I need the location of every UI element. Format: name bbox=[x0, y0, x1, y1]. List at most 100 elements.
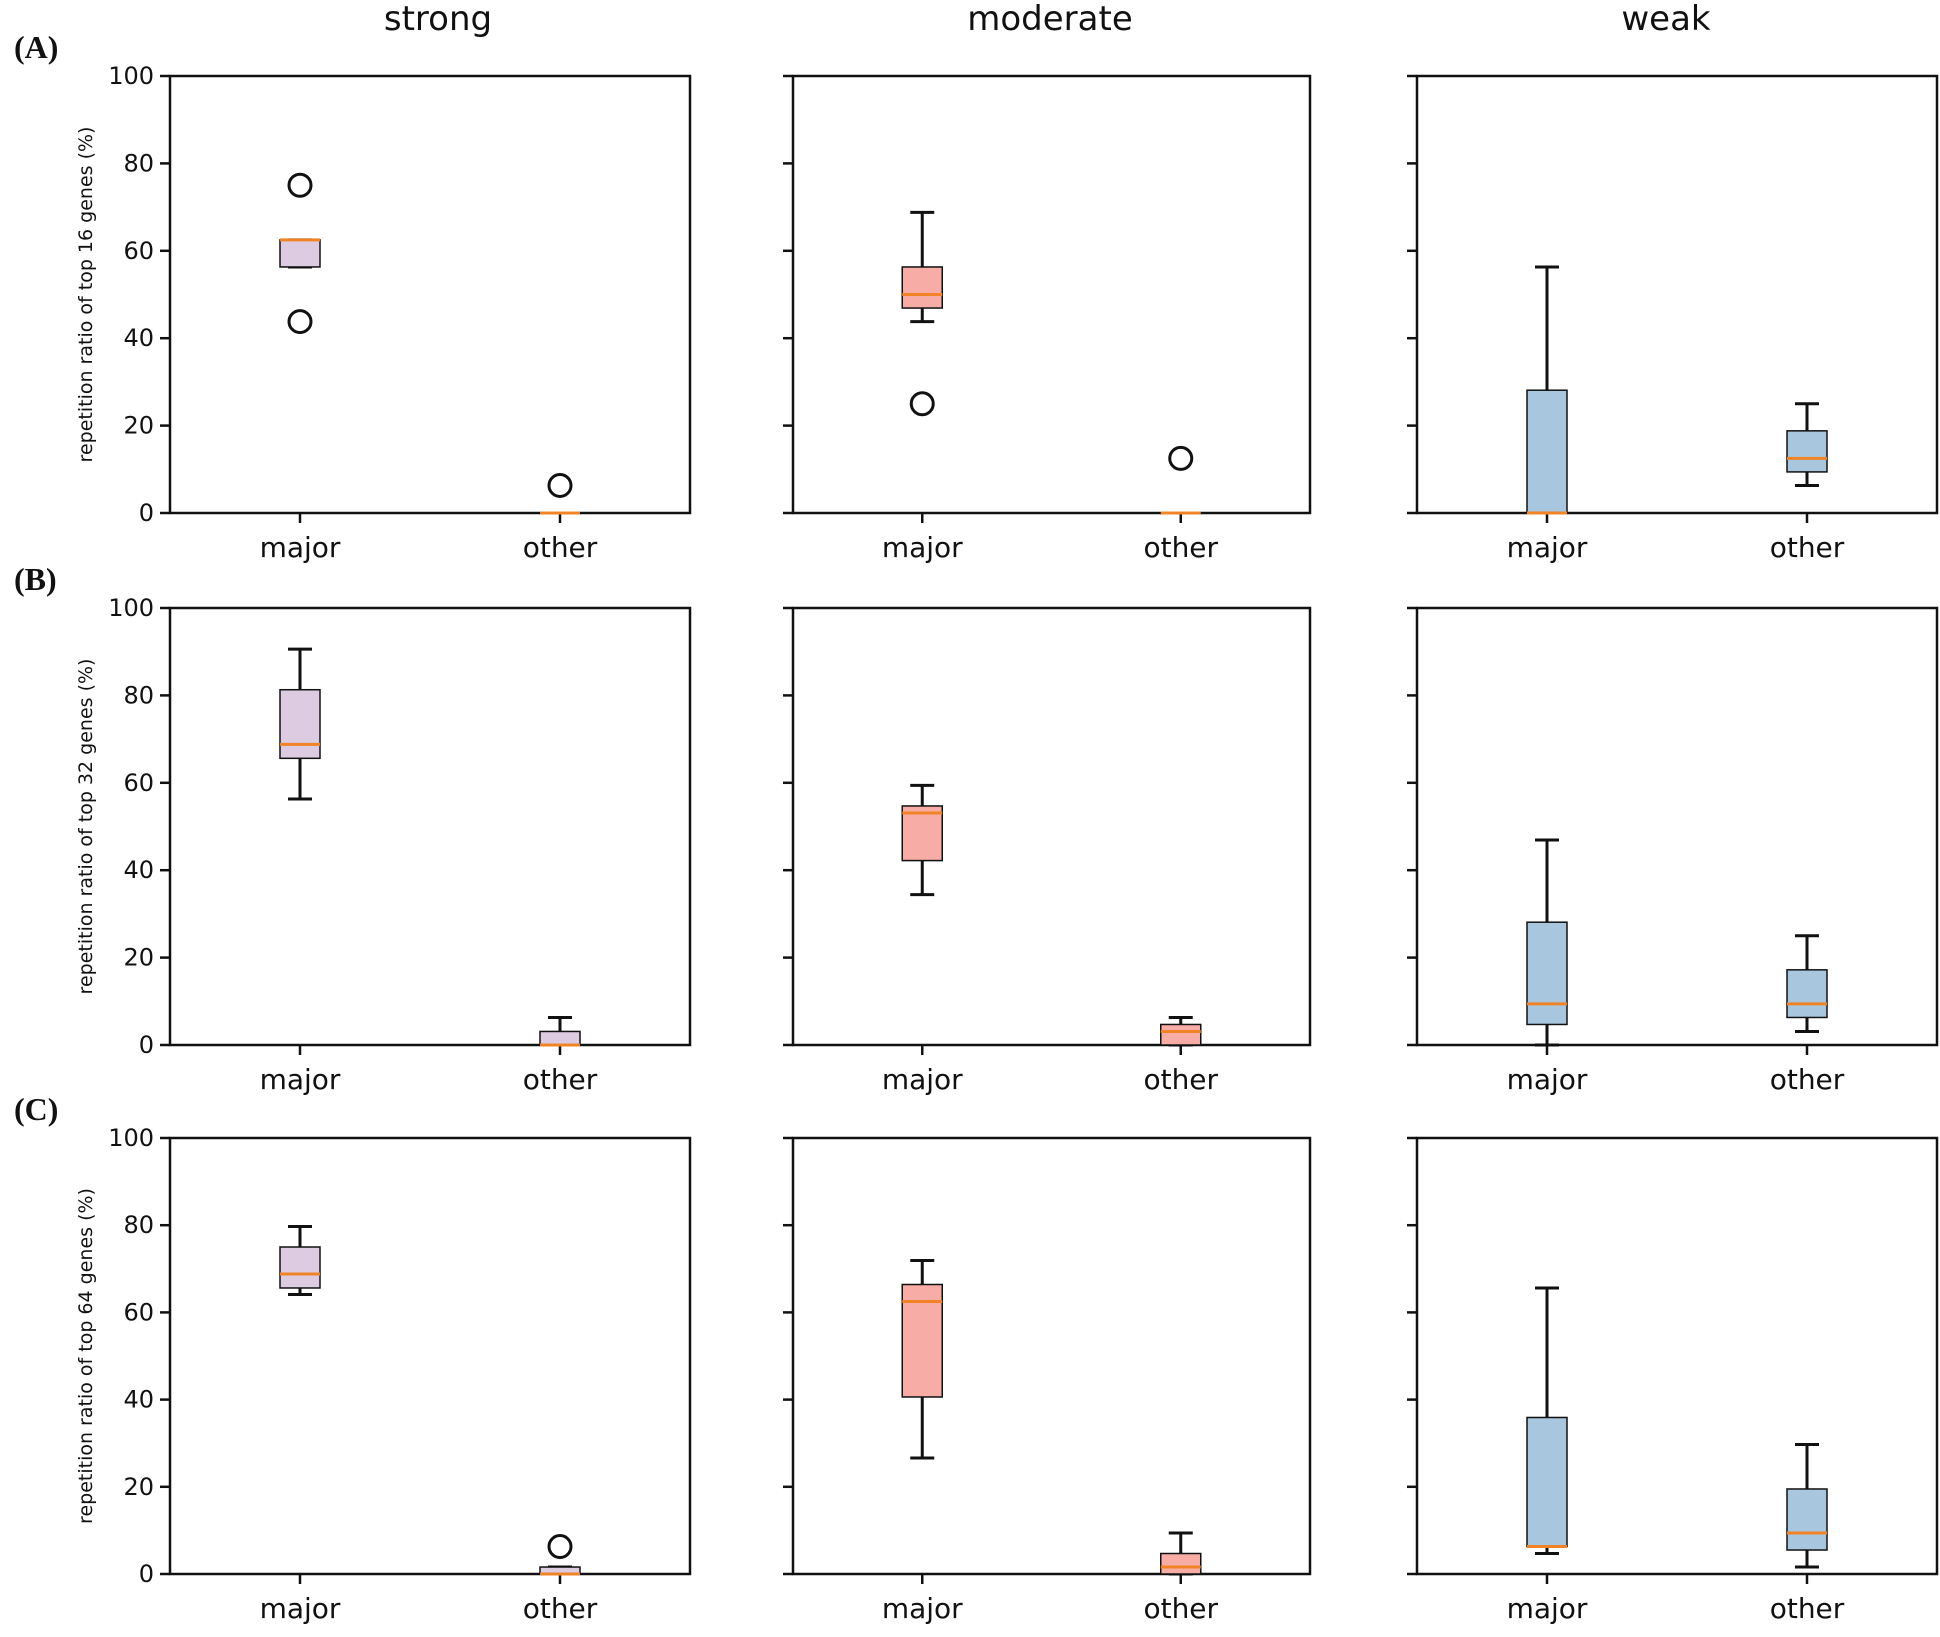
axes-frame bbox=[1415, 606, 1939, 1047]
outlier-point bbox=[287, 172, 313, 198]
box-major bbox=[901, 1259, 943, 1460]
y-tick-label: 80 bbox=[123, 1211, 154, 1239]
row-label-0: (A) bbox=[14, 29, 58, 65]
y-tick-label: 20 bbox=[123, 944, 154, 972]
y-tick-label: 60 bbox=[123, 237, 154, 265]
box-other bbox=[1160, 445, 1202, 515]
outlier-point bbox=[1168, 445, 1194, 471]
iqr-box bbox=[539, 1030, 581, 1046]
iqr-box bbox=[901, 805, 943, 862]
panel-moderate-row-2: major other bbox=[783, 1136, 1312, 1625]
outlier-point bbox=[547, 472, 573, 498]
box-major bbox=[1526, 838, 1568, 1047]
box-other bbox=[1786, 402, 1828, 487]
y-tick-label: 80 bbox=[123, 149, 154, 177]
box-major bbox=[1526, 1286, 1568, 1556]
x-tick-label-other: other bbox=[1770, 531, 1845, 564]
outlier-point bbox=[547, 1534, 573, 1560]
x-tick-label-other: other bbox=[1143, 1592, 1218, 1625]
iqr-box bbox=[1160, 1023, 1202, 1046]
y-tick-label: 20 bbox=[123, 412, 154, 440]
iqr-box bbox=[1526, 1416, 1568, 1548]
iqr-box bbox=[1526, 389, 1568, 514]
box-major bbox=[279, 647, 321, 801]
outlier-point bbox=[287, 309, 313, 335]
box-major bbox=[279, 172, 321, 335]
y-axis-label-1: repetition ratio of top 32 genes (%) bbox=[75, 659, 97, 995]
x-tick-label-major: major bbox=[260, 1063, 341, 1096]
iqr-box bbox=[1526, 921, 1568, 1026]
axes-frame bbox=[791, 74, 1312, 515]
panel-weak-row-1: major other bbox=[1407, 606, 1939, 1096]
x-tick-label-other: other bbox=[523, 1063, 598, 1096]
x-tick-label-major: major bbox=[260, 1592, 341, 1625]
box-other bbox=[1786, 934, 1828, 1033]
box-other bbox=[539, 1534, 581, 1576]
box-other bbox=[539, 1015, 581, 1047]
x-tick-label-other: other bbox=[1143, 531, 1218, 564]
x-tick-label-major: major bbox=[882, 1592, 963, 1625]
y-axis-label-2: repetition ratio of top 64 genes (%) bbox=[75, 1188, 97, 1524]
x-tick-label-major: major bbox=[882, 531, 963, 564]
y-tick-label: 100 bbox=[108, 62, 154, 90]
panel-strong-row-0: 0 20 40 60 80 100 major other bbox=[108, 62, 692, 564]
panel-moderate-row-1: major other bbox=[783, 606, 1312, 1096]
y-tick-label: 20 bbox=[123, 1473, 154, 1501]
x-tick-label-major: major bbox=[1507, 1592, 1588, 1625]
x-tick-label-major: major bbox=[882, 1063, 963, 1096]
iqr-box bbox=[1786, 969, 1828, 1019]
box-major bbox=[279, 1225, 321, 1297]
panel-strong-row-2: 0 20 40 60 80 100 major other bbox=[108, 1124, 692, 1625]
y-axis-label-0: repetition ratio of top 16 genes (%) bbox=[75, 127, 97, 463]
col-title-weak: weak bbox=[1621, 0, 1711, 39]
box-major bbox=[1526, 265, 1568, 515]
iqr-box bbox=[901, 266, 943, 309]
y-tick-label: 0 bbox=[139, 1031, 154, 1059]
x-tick-label-other: other bbox=[523, 531, 598, 564]
box-other bbox=[1160, 1015, 1202, 1047]
axes-frame bbox=[1415, 1136, 1939, 1576]
axes-frame bbox=[791, 1136, 1312, 1576]
y-tick-label: 40 bbox=[123, 1386, 154, 1414]
y-tick-label: 100 bbox=[108, 1124, 154, 1152]
x-tick-label-major: major bbox=[1507, 531, 1588, 564]
y-tick-label: 40 bbox=[123, 856, 154, 884]
row-label-2: (C) bbox=[14, 1091, 58, 1127]
axes-frame bbox=[168, 74, 692, 515]
axes-frame bbox=[791, 606, 1312, 1047]
x-tick-label-other: other bbox=[1143, 1063, 1218, 1096]
axes-frame bbox=[168, 606, 692, 1047]
iqr-box bbox=[279, 239, 321, 268]
iqr-box bbox=[279, 688, 321, 760]
y-tick-label: 0 bbox=[139, 1560, 154, 1588]
x-tick-label-other: other bbox=[1770, 1592, 1845, 1625]
box-other bbox=[1160, 1531, 1202, 1576]
iqr-box bbox=[1786, 430, 1828, 473]
y-tick-label: 80 bbox=[123, 681, 154, 709]
x-tick-label-major: major bbox=[260, 531, 341, 564]
col-title-moderate: moderate bbox=[967, 0, 1132, 39]
panel-weak-row-0: major other bbox=[1407, 74, 1939, 564]
panel-strong-row-1: 0 20 40 60 80 100 major other bbox=[108, 594, 692, 1096]
axes-frame bbox=[1415, 74, 1939, 515]
y-tick-label: 100 bbox=[108, 594, 154, 622]
box-major bbox=[901, 783, 943, 897]
y-tick-label: 40 bbox=[123, 324, 154, 352]
row-label-1: (B) bbox=[14, 561, 57, 597]
box-major bbox=[901, 210, 943, 417]
panel-weak-row-2: major other bbox=[1407, 1136, 1939, 1625]
iqr-box bbox=[279, 1246, 321, 1289]
y-tick-label: 0 bbox=[139, 499, 154, 527]
box-other bbox=[1786, 1443, 1828, 1569]
axes-frame bbox=[168, 1136, 692, 1576]
y-tick-label: 60 bbox=[123, 1298, 154, 1326]
iqr-box bbox=[901, 1283, 943, 1398]
box-other bbox=[539, 472, 581, 515]
x-tick-label-other: other bbox=[1770, 1063, 1845, 1096]
panel-moderate-row-0: major other bbox=[783, 74, 1312, 564]
iqr-box bbox=[1786, 1488, 1828, 1551]
outlier-point bbox=[909, 391, 935, 417]
iqr-box bbox=[1160, 1552, 1202, 1575]
